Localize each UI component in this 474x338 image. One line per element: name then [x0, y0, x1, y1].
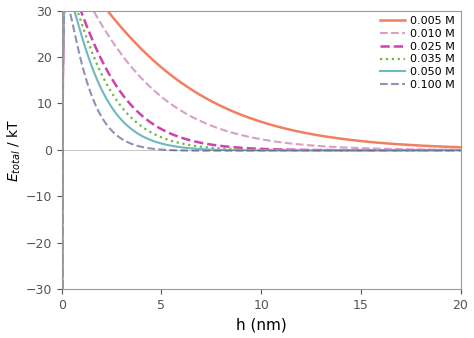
0.100 M [167, 148, 173, 152]
Line: 0.100 M: 0.100 M [62, 10, 461, 289]
0.035 M [253, 148, 259, 152]
Line: 0.025 M: 0.025 M [62, 10, 461, 289]
0.100 M [72, 33, 78, 38]
Line: 0.050 M: 0.050 M [62, 10, 461, 289]
0.035 M [59, 287, 65, 291]
0.005 M [127, 35, 133, 39]
0.100 M [62, 8, 67, 13]
0.005 M [80, 8, 85, 13]
0.035 M [61, 8, 67, 13]
Line: 0.010 M: 0.010 M [62, 10, 461, 289]
0.025 M [414, 148, 419, 152]
0.035 M [127, 115, 133, 119]
0.025 M [458, 148, 464, 152]
0.010 M [167, 101, 173, 105]
0.035 M [80, 24, 85, 28]
0.050 M [458, 148, 464, 152]
0.005 M [253, 118, 259, 122]
0.005 M [61, 8, 67, 13]
0.050 M [61, 8, 67, 13]
0.010 M [253, 136, 259, 140]
0.050 M [72, 11, 78, 15]
0.010 M [458, 148, 464, 152]
Line: 0.005 M: 0.005 M [62, 10, 461, 289]
Legend: 0.005 M, 0.010 M, 0.025 M, 0.035 M, 0.050 M, 0.100 M: 0.005 M, 0.010 M, 0.025 M, 0.035 M, 0.05… [378, 14, 457, 92]
0.050 M [167, 143, 173, 147]
0.025 M [80, 13, 85, 17]
0.010 M [72, 8, 78, 13]
Y-axis label: $E_{total}$ / kT: $E_{total}$ / kT [6, 118, 23, 182]
0.005 M [59, 287, 65, 291]
0.050 M [59, 287, 65, 291]
0.025 M [61, 8, 67, 13]
0.010 M [80, 8, 85, 13]
0.005 M [458, 145, 464, 149]
0.035 M [458, 148, 464, 152]
0.005 M [167, 72, 173, 76]
0.025 M [127, 102, 133, 106]
0.100 M [458, 148, 464, 152]
Line: 0.035 M: 0.035 M [62, 10, 461, 289]
0.050 M [414, 148, 419, 152]
0.100 M [127, 141, 133, 145]
0.100 M [59, 287, 65, 291]
0.010 M [127, 63, 133, 67]
0.025 M [59, 287, 65, 291]
0.035 M [414, 148, 419, 152]
0.010 M [59, 287, 65, 291]
0.005 M [72, 8, 78, 13]
0.010 M [61, 8, 67, 13]
0.035 M [72, 8, 78, 13]
0.005 M [414, 143, 419, 147]
0.050 M [253, 148, 259, 152]
0.025 M [72, 8, 78, 13]
0.100 M [414, 148, 419, 152]
0.100 M [80, 65, 85, 69]
X-axis label: h (nm): h (nm) [236, 317, 287, 333]
0.010 M [414, 147, 419, 151]
0.100 M [253, 148, 259, 152]
0.035 M [167, 138, 173, 142]
0.025 M [253, 147, 259, 151]
0.025 M [167, 131, 173, 135]
0.050 M [80, 37, 85, 41]
0.050 M [127, 126, 133, 130]
